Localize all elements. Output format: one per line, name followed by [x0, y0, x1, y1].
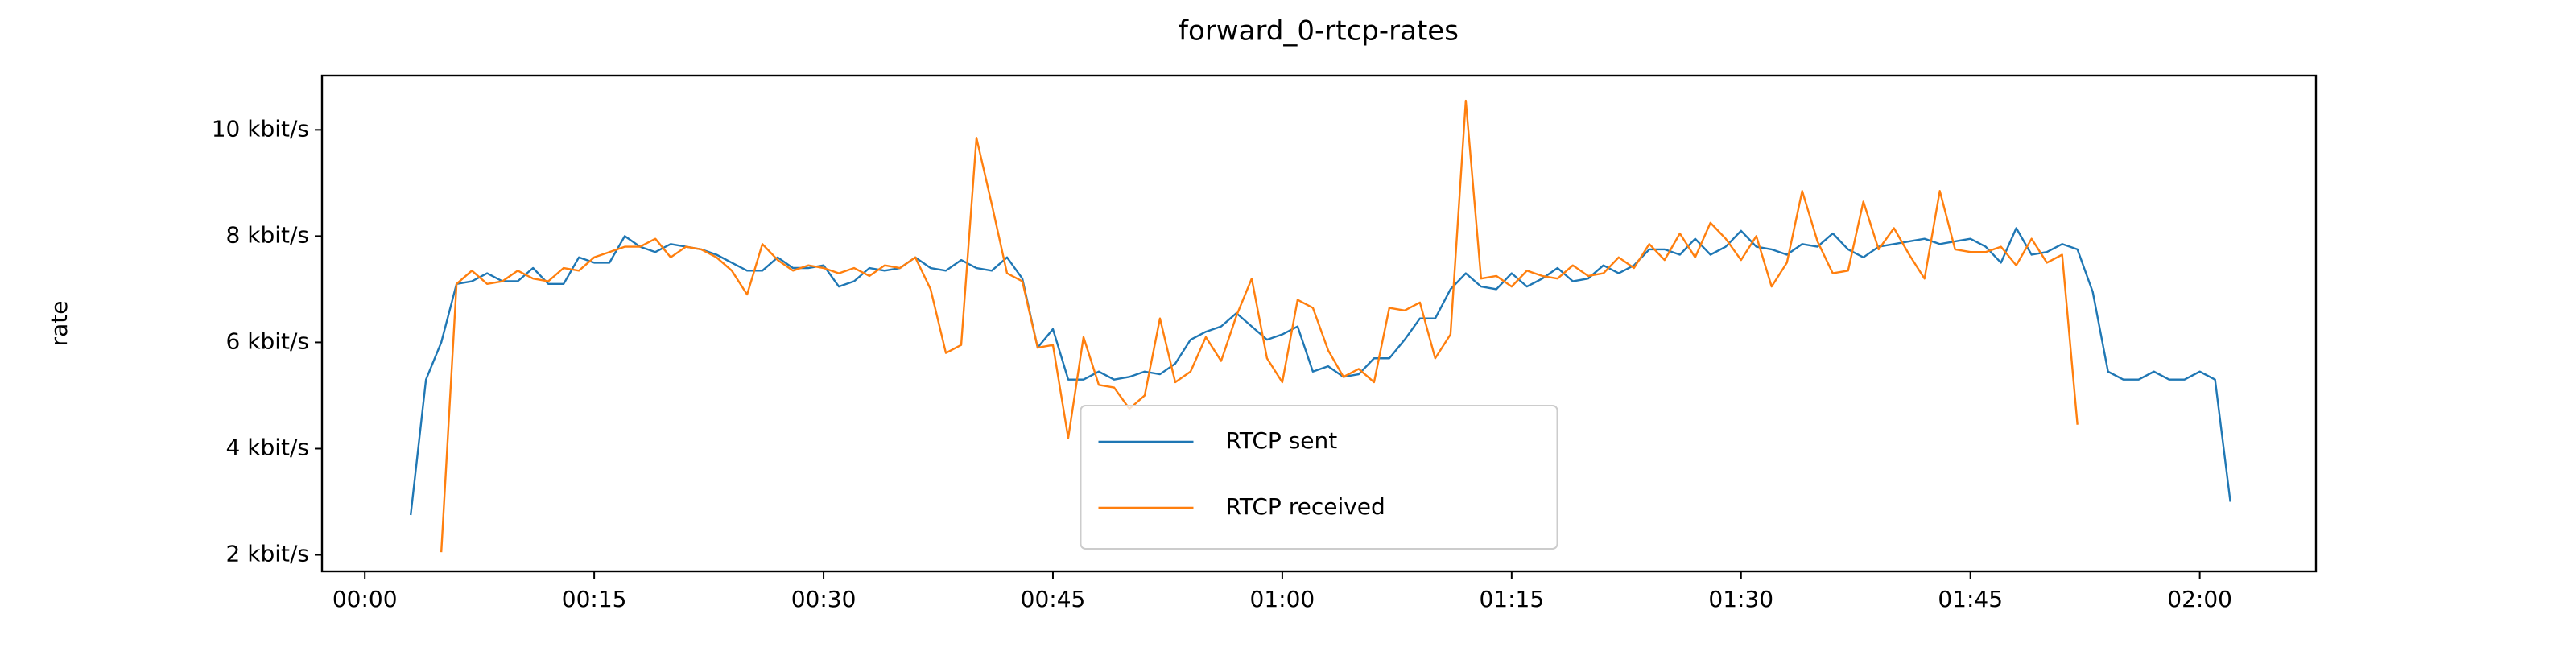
- legend-label: RTCP received: [1226, 493, 1385, 520]
- y-axis-label: rate: [46, 301, 72, 347]
- y-tick-label: 4 kbit/s: [226, 434, 309, 460]
- series-line: [409, 227, 2231, 516]
- legend: RTCP sent RTCP received: [1080, 405, 1558, 550]
- y-tick-label: 6 kbit/s: [226, 328, 309, 354]
- x-tick-label: 01:15: [1479, 586, 1544, 612]
- x-tick-label: 00:00: [332, 586, 398, 612]
- x-tick-label: 00:30: [791, 586, 857, 612]
- x-tick-label: 01:30: [1708, 586, 1773, 612]
- chart-title: forward_0-rtcp-rates: [1179, 15, 1459, 47]
- legend-box: [1080, 405, 1558, 550]
- x-tick-label: 01:45: [1938, 586, 2003, 612]
- y-tick-label: 2 kbit/s: [226, 541, 309, 567]
- y-tick-label: 8 kbit/s: [226, 221, 309, 248]
- x-tick-label: 00:15: [562, 586, 627, 612]
- x-tick-label: 01:00: [1250, 586, 1315, 612]
- legend-label: RTCP sent: [1226, 427, 1338, 454]
- plot-frame: [320, 74, 2318, 573]
- x-tick-label: 02:00: [2167, 586, 2232, 612]
- x-tick-label: 00:45: [1021, 586, 1086, 612]
- series-line: [440, 99, 2079, 553]
- y-tick-label: 10 kbit/s: [212, 115, 309, 142]
